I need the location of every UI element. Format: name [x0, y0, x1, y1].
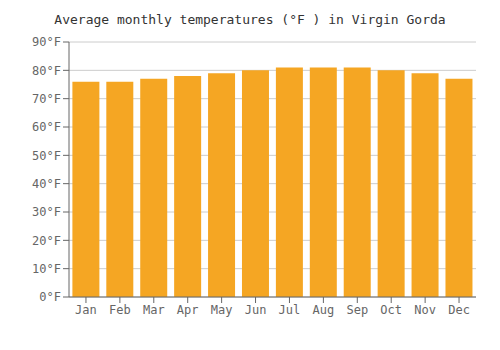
svg-text:90°F: 90°F: [32, 35, 61, 49]
svg-text:0°F: 0°F: [39, 290, 61, 304]
svg-text:Mar: Mar: [143, 303, 165, 317]
html-text:Average monthly temperatures (: Average monthly temperatures (°F ) in Vi…: [54, 12, 446, 27]
svg-text:Sep: Sep: [346, 303, 368, 317]
svg-text:60°F: 60°F: [32, 120, 61, 134]
svg-text:May: May: [211, 303, 233, 317]
svg-text:Feb: Feb: [109, 303, 131, 317]
svg-text:Jun: Jun: [245, 303, 267, 317]
svg-text:Jul: Jul: [279, 303, 301, 317]
svg-text:Apr: Apr: [177, 303, 199, 317]
svg-text:Oct: Oct: [380, 303, 402, 317]
svg-text:70°F: 70°F: [32, 92, 61, 106]
svg-text:20°F: 20°F: [32, 234, 61, 248]
svg-text:Nov: Nov: [414, 303, 436, 317]
svg-text:Aug: Aug: [313, 303, 335, 317]
svg-text:Dec: Dec: [448, 303, 470, 317]
svg-text:30°F: 30°F: [32, 205, 61, 219]
svg-text:10°F: 10°F: [32, 262, 61, 276]
svg-text:50°F: 50°F: [32, 149, 61, 163]
svg-text:80°F: 80°F: [32, 64, 61, 78]
svg-text:40°F: 40°F: [32, 177, 61, 191]
svg-text:Jan: Jan: [75, 303, 97, 317]
